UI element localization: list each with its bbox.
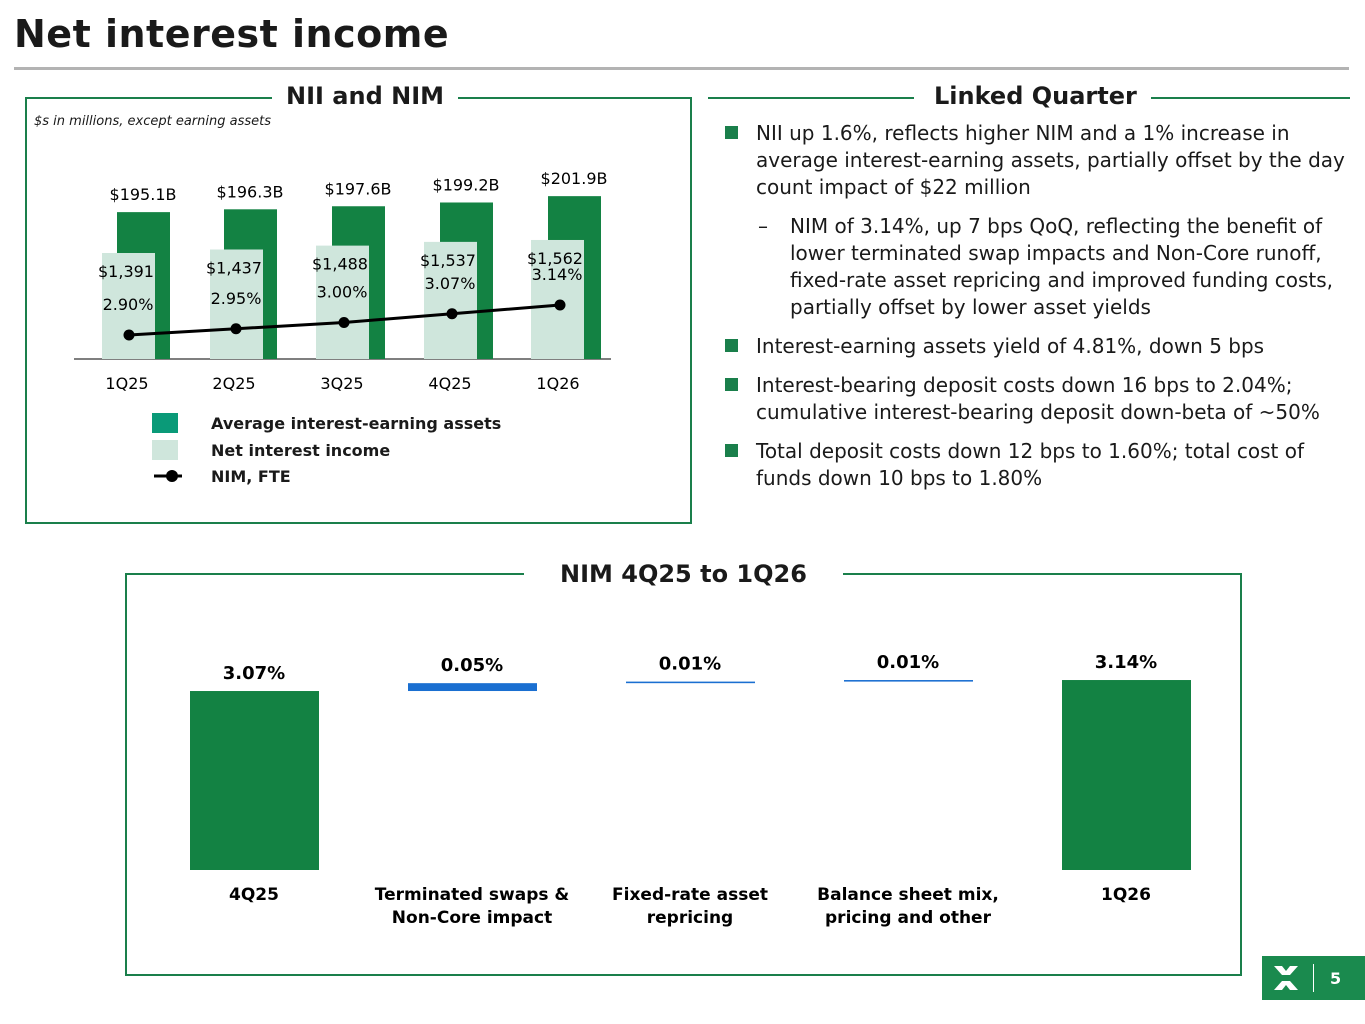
nim-point — [123, 329, 135, 341]
nii-nim-chart: $195.1B $1,391 2.90% 1Q25 $196.3B $1,437 2.95%… — [74, 169, 611, 393]
legend-assets: Average interest-earning assets — [152, 413, 501, 433]
linked-quarter-bullets: NII up 1.6%, reflects higher NIM and a 1… — [722, 120, 1352, 504]
lq-line-right — [1142, 97, 1350, 99]
nim-point — [230, 323, 242, 335]
nim-point — [338, 317, 350, 328]
nii-label: $1,488 — [312, 255, 368, 274]
assets-label: $196.3B — [217, 182, 284, 201]
nii-label: $1,537 — [420, 251, 476, 270]
nii-label: $1,437 — [206, 259, 262, 278]
nim-label: 3.07% — [425, 274, 476, 293]
legend-nii: Net interest income — [152, 440, 390, 460]
nim-label: 3.00% — [317, 283, 368, 302]
title-divider — [14, 67, 1349, 70]
legend-swatch-nii — [152, 440, 178, 460]
legend-nim: NIM, FTE — [152, 466, 291, 486]
legend-line-marker-icon — [154, 470, 182, 482]
nii-nim-title: NII and NIM — [272, 82, 459, 110]
assets-label: $201.9B — [541, 169, 608, 188]
nim-bridge-title: NIM 4Q25 to 1Q26 — [524, 560, 843, 588]
x-tick-label: 3Q25 — [320, 374, 363, 393]
page-number: 5 — [1330, 968, 1342, 988]
nim-label: 3.14% — [532, 265, 583, 284]
legend-label: NIM, FTE — [211, 466, 291, 486]
legend-label: Net interest income — [211, 440, 391, 460]
bullet-item: Interest-bearing deposit costs down 16 b… — [722, 372, 1352, 426]
brand-logo-icon — [1274, 966, 1298, 990]
nii-label: $1,562 — [527, 249, 583, 268]
nim-bridge-panel — [125, 573, 1242, 976]
assets-label: $199.2B — [433, 175, 500, 194]
assets-label: $195.1B — [110, 185, 177, 204]
units-note: $s in millions, except earning assets — [34, 114, 271, 129]
x-tick-label: 2Q25 — [212, 374, 255, 393]
footer-divider — [1313, 964, 1314, 992]
nim-label: 2.90% — [103, 295, 154, 314]
x-tick-label: 1Q25 — [105, 374, 148, 393]
nim-point — [554, 299, 566, 311]
nii-bar — [424, 241, 477, 359]
lq-line-left — [708, 97, 914, 99]
legend-label: Average interest-earning assets — [211, 413, 502, 433]
bullet-item: Interest-earning assets yield of 4.81%, … — [722, 333, 1352, 360]
x-tick-label: 1Q26 — [536, 374, 579, 393]
bullet-item: NII up 1.6%, reflects higher NIM and a 1… — [722, 120, 1352, 201]
nim-label: 2.95% — [211, 289, 262, 308]
bullet-item: Total deposit costs down 12 bps to 1.60%… — [722, 438, 1352, 492]
sub-bullet-item: NIM of 3.14%, up 7 bps QoQ, reflecting t… — [722, 213, 1352, 321]
x-tick-label: 4Q25 — [428, 374, 471, 393]
nii-label: $1,391 — [98, 262, 154, 281]
assets-label: $197.6B — [325, 179, 392, 198]
nim-point — [446, 308, 458, 320]
footer-badge: 5 — [1262, 956, 1365, 1000]
legend-swatch-assets — [152, 413, 178, 433]
linked-quarter-title: Linked Quarter — [920, 82, 1151, 110]
nii-bar — [531, 239, 584, 359]
nii-bar — [102, 253, 155, 359]
nii-bar — [210, 249, 263, 359]
page-title: Net interest income — [14, 12, 450, 56]
nii-bar — [316, 245, 369, 359]
